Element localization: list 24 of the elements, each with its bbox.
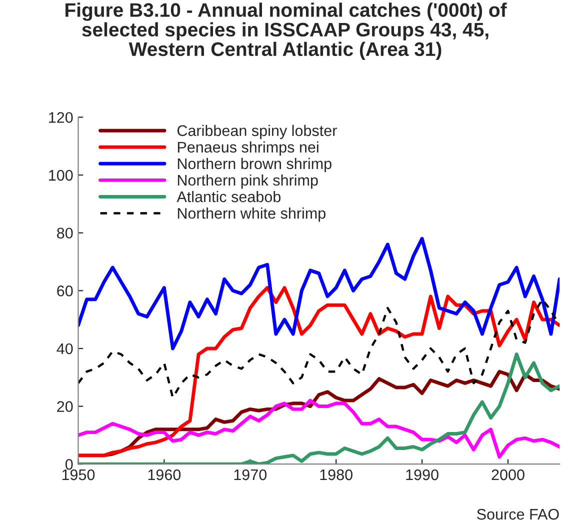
x-tick-label: 1970 <box>234 469 267 480</box>
x-tick-label: 1980 <box>320 469 352 480</box>
legend-label: Caribbean spiny lobster <box>177 124 337 140</box>
y-tick-label: 60 <box>57 286 73 296</box>
line-series <box>78 286 560 458</box>
legend-label: Atlantic seabob <box>176 190 281 202</box>
y-tick-label: 40 <box>56 343 73 354</box>
y-tick-label: 120 <box>49 112 73 123</box>
chart-title: Figure B3.10 - Annual nominal catches ('000t) of selected species in ISSCAAP Groups 43, 45, Western Central Atlantic (Area 31) <box>66 2 507 60</box>
y-tick-label: 20 <box>57 401 73 412</box>
line-series <box>78 236 560 350</box>
x-tick-label: 1950 <box>62 469 95 480</box>
legend-label: Northern pink shrimp <box>178 174 318 189</box>
x-tick-label: 1990 <box>406 469 438 480</box>
x-tick-label: 1960 <box>148 469 181 480</box>
legend-label: Penaeus shrimps nei <box>178 141 318 156</box>
y-tick-label: 0 <box>65 458 73 470</box>
y-tick-label: 80 <box>57 228 73 239</box>
x-tick-label: 2000 <box>492 469 524 480</box>
legend-label: Northern white shrimp <box>178 208 326 222</box>
legend-label: Northern brown shrimp <box>178 158 332 172</box>
y-tick-label: 100 <box>49 170 73 181</box>
line-series <box>78 398 560 459</box>
source-note: Source FAO <box>477 508 559 520</box>
